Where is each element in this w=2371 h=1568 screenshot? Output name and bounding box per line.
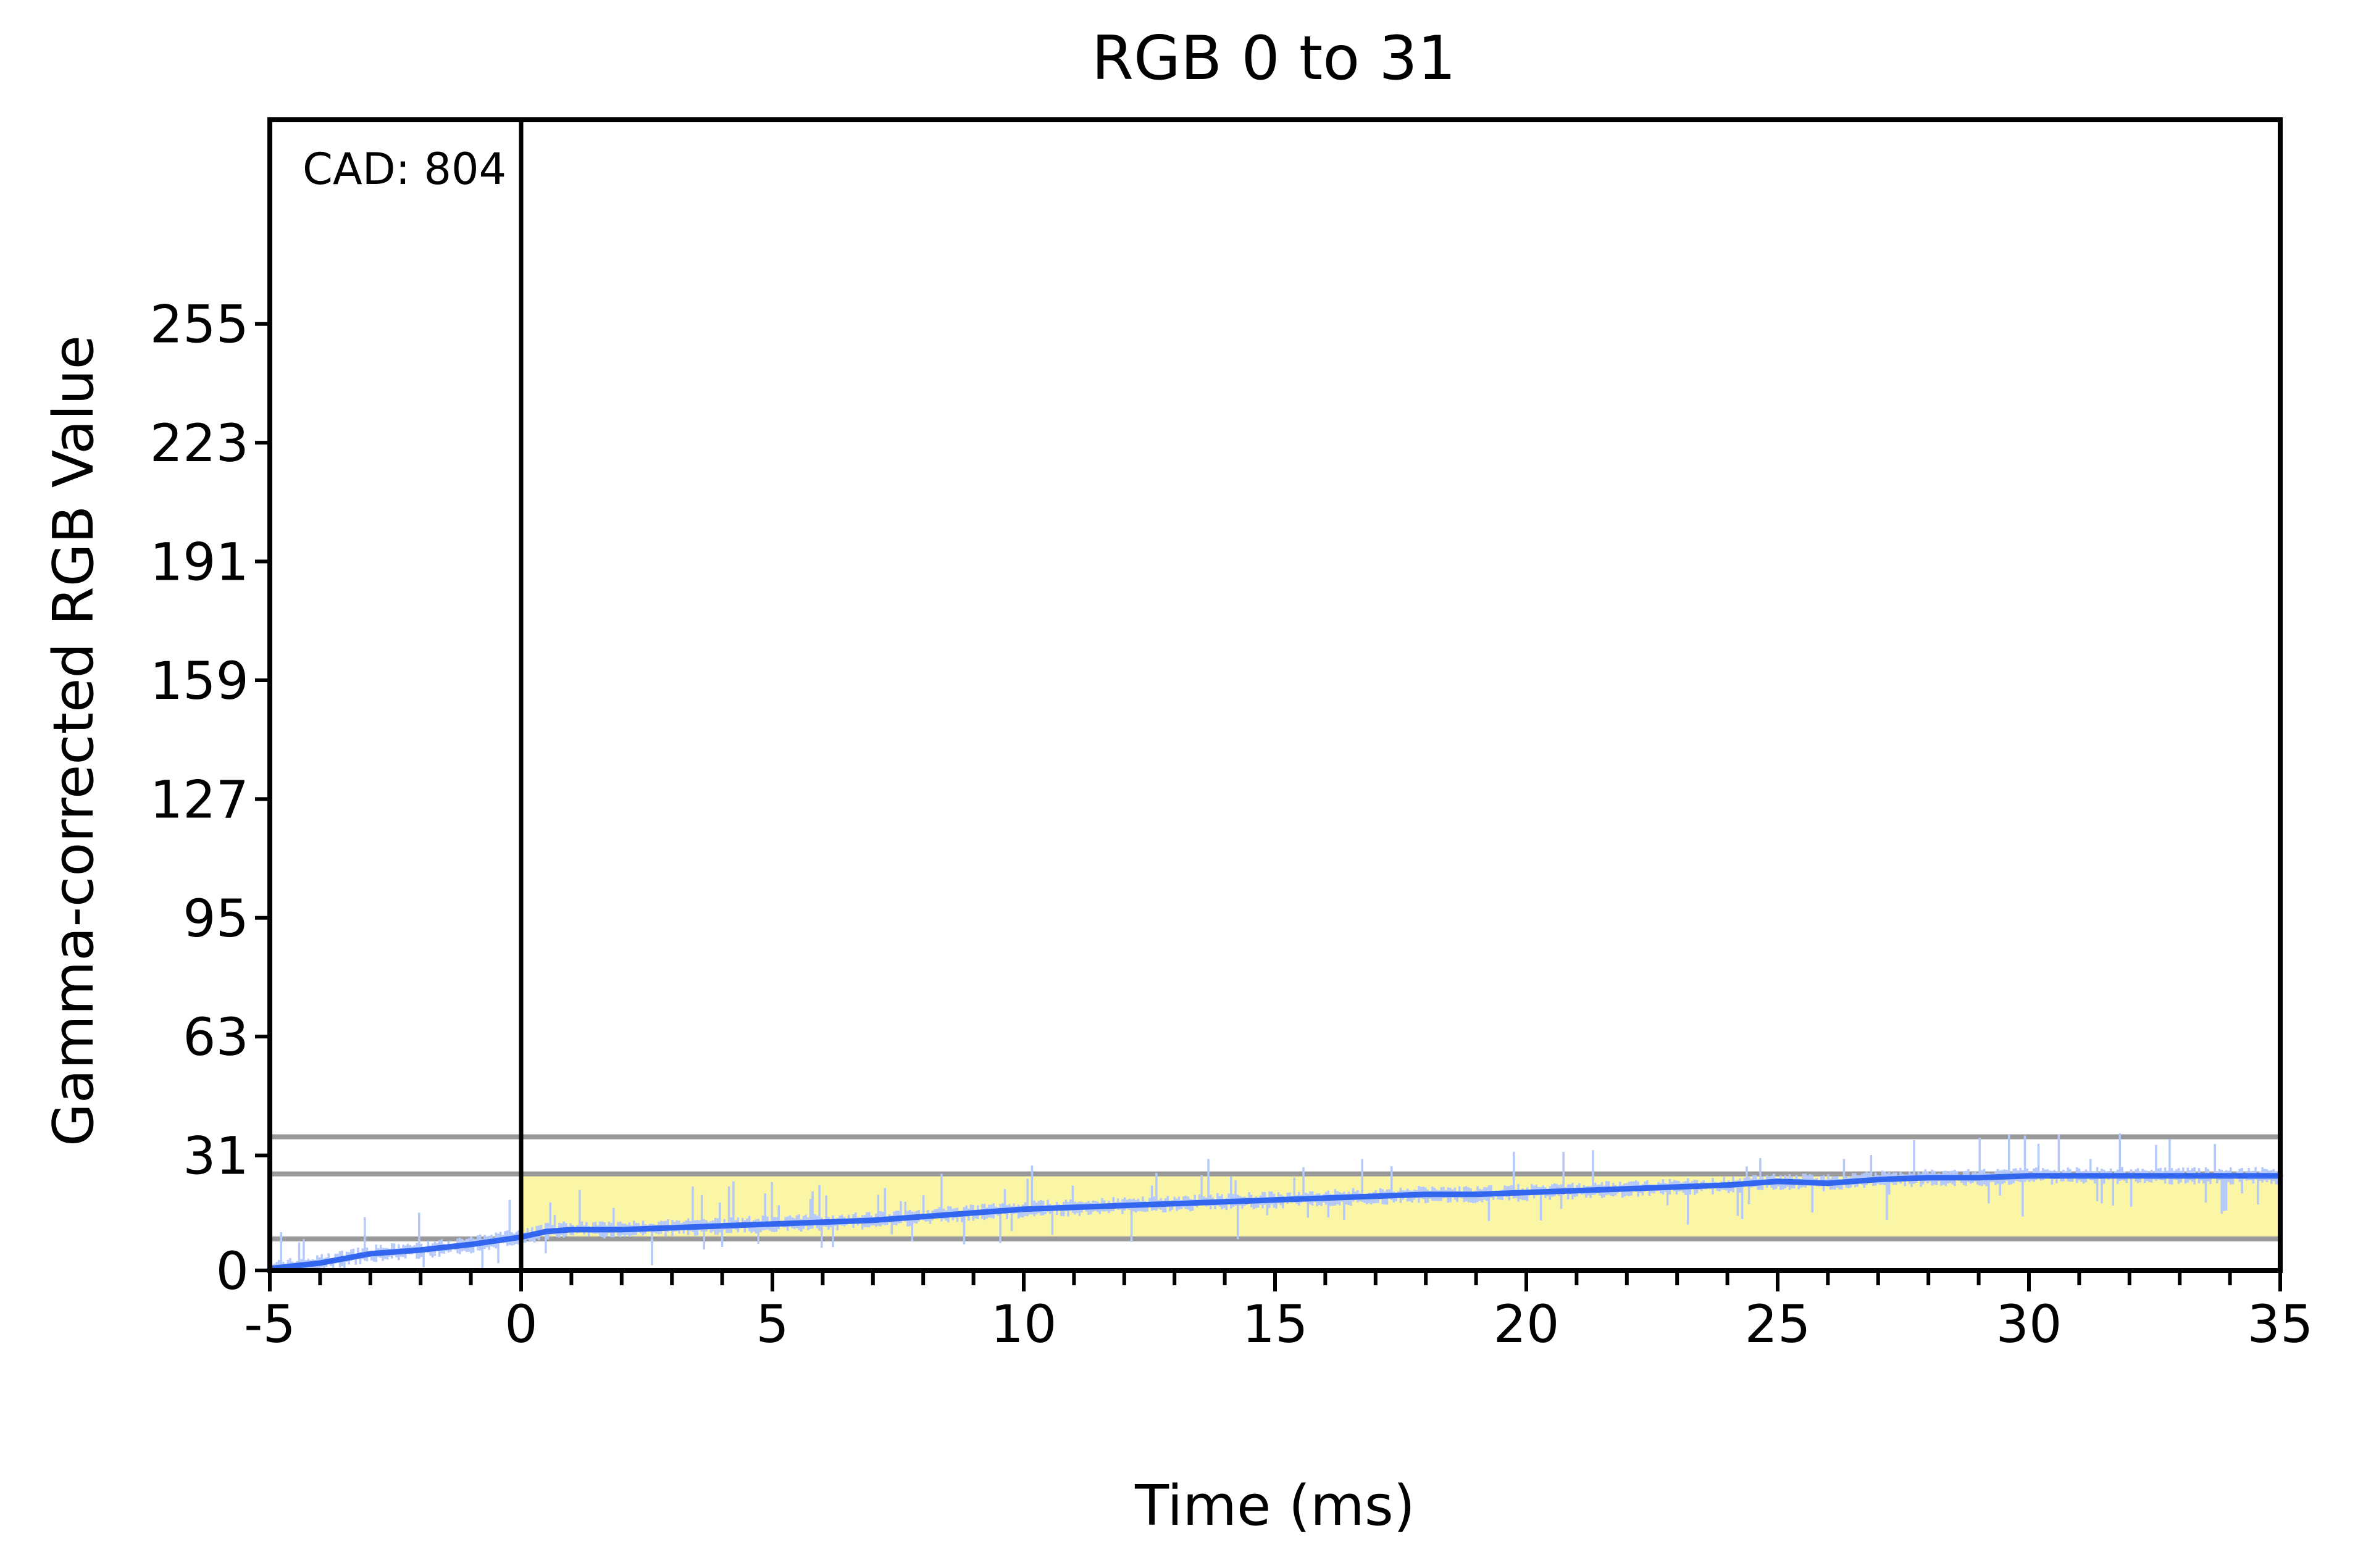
y-tick-label: 0 — [216, 1241, 249, 1301]
y-tick-label: 127 — [150, 769, 249, 830]
x-tick-label: 10 — [991, 1294, 1057, 1354]
plot-frame — [267, 117, 2283, 1273]
y-tick-label: 63 — [183, 1007, 249, 1067]
y-tick-label: 95 — [183, 888, 249, 949]
x-tick-label: 30 — [1996, 1294, 2062, 1354]
x-axis-label: Time (ms) — [1134, 1474, 1415, 1538]
cad-annotation: CAD: 804 — [303, 144, 506, 194]
y-tick-label: 191 — [150, 532, 249, 593]
x-tick-label: 5 — [756, 1294, 788, 1354]
smoothed-response-line — [267, 1173, 2283, 1272]
x-tick-label: 35 — [2248, 1294, 2314, 1354]
chart-title: RGB 0 to 31 — [1092, 23, 1456, 94]
x-tick-label: -5 — [244, 1294, 296, 1354]
y-axis-label: Gamma-corrected RGB Value — [41, 335, 106, 1146]
x-tick-label: 0 — [504, 1294, 537, 1354]
y-tick-label: 255 — [150, 294, 249, 355]
highlight-band — [521, 1174, 2280, 1239]
x-tick-label: 15 — [1242, 1294, 1308, 1354]
x-tick-label: 25 — [1745, 1294, 1811, 1354]
y-tick-label: 159 — [150, 651, 249, 711]
y-tick-label: 31 — [183, 1126, 249, 1186]
y-tick-label: 223 — [150, 413, 249, 473]
x-tick-label: 20 — [1494, 1294, 1560, 1354]
